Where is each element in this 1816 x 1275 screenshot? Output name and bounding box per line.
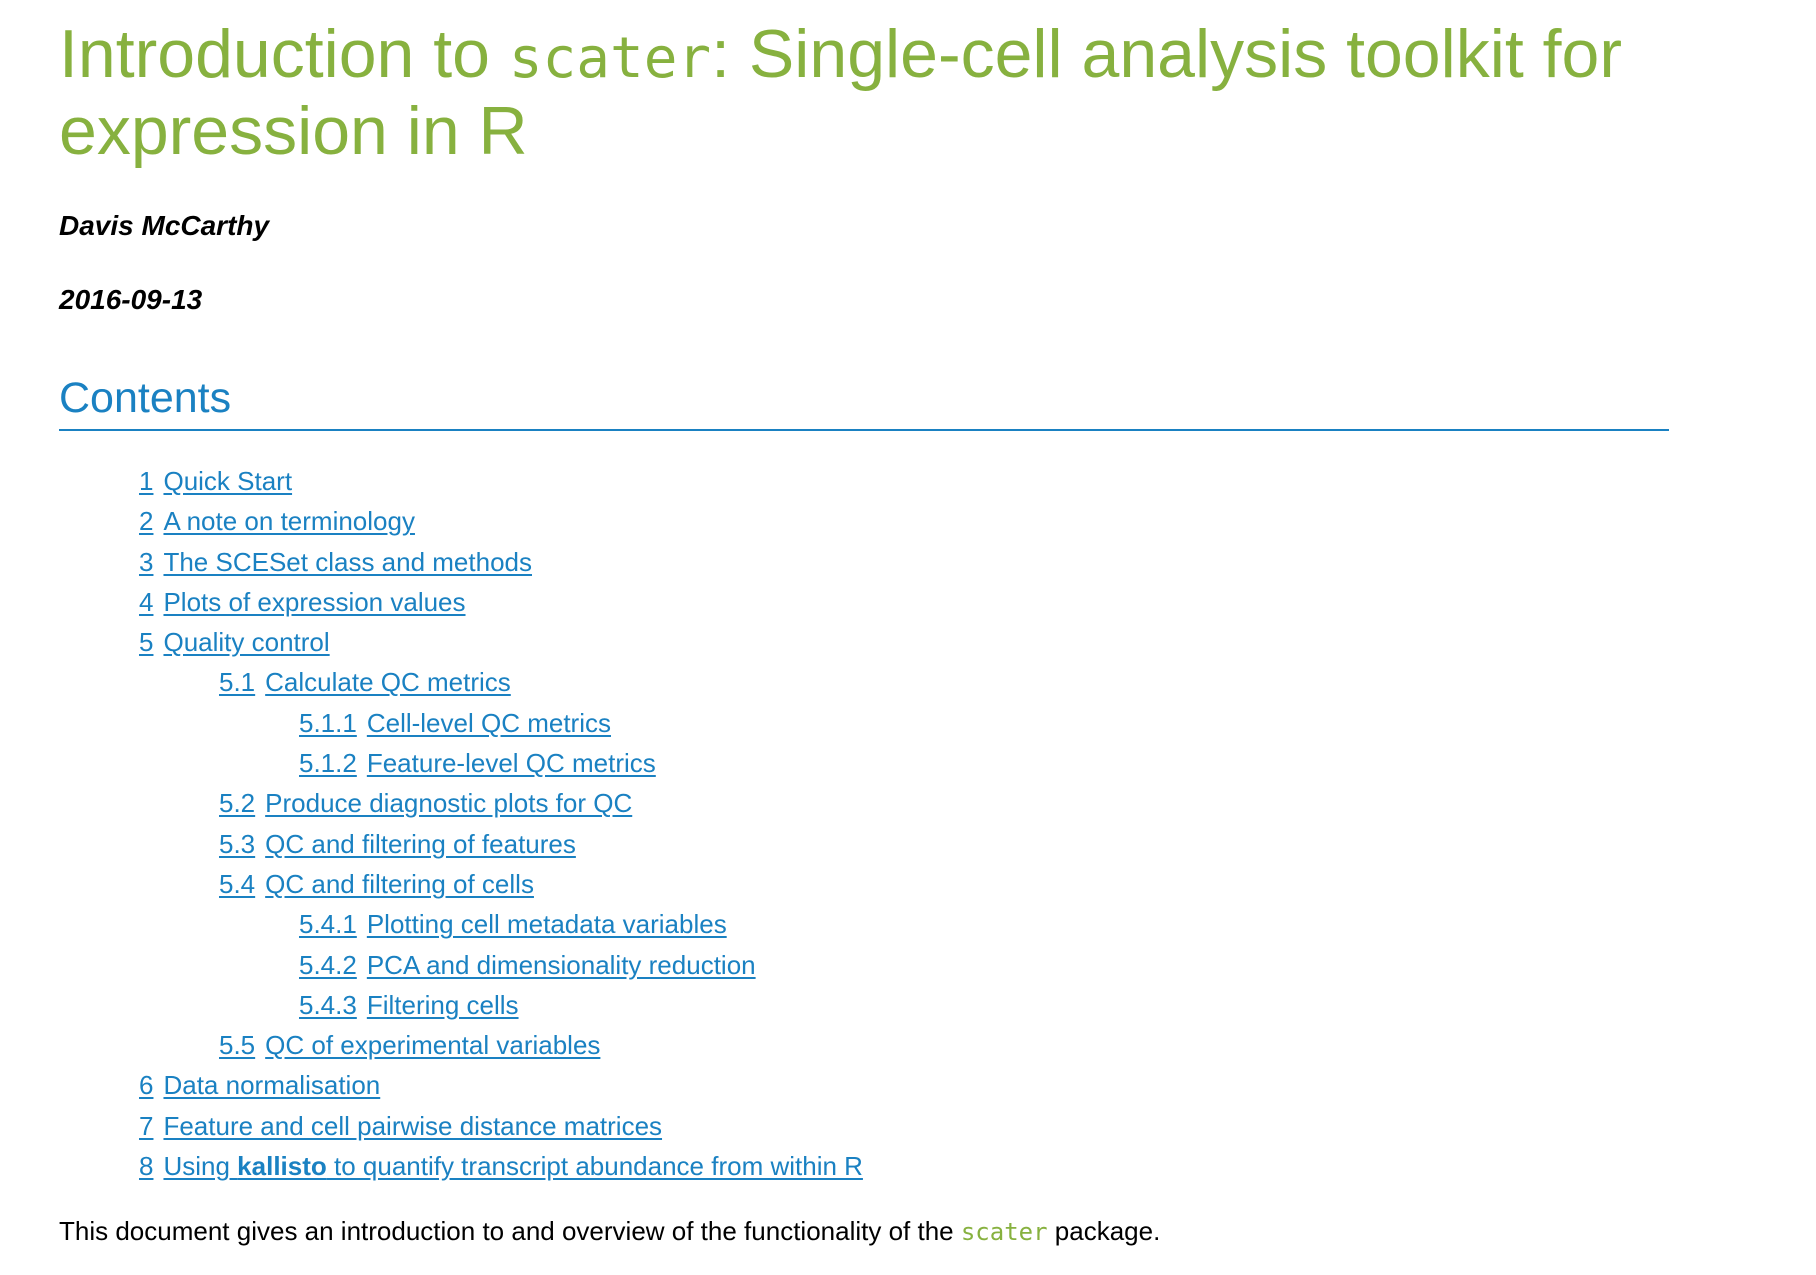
toc-label: Quality control — [163, 627, 330, 658]
toc-label: Plotting cell metadata variables — [366, 909, 727, 940]
toc-number: 5.1.1 — [299, 707, 357, 738]
author-name: Davis McCarthy — [59, 210, 270, 241]
toc-item: 6 Data normalisation — [59, 1065, 1679, 1105]
toc-label-before: Using — [163, 1151, 238, 1182]
toc-label: Feature-level QC metrics — [366, 748, 656, 779]
toc-link-5-1-1[interactable]: 5.1.1 Cell-level QC metrics — [299, 708, 611, 738]
toc-item: 2 A note on terminology — [59, 501, 1679, 541]
toc-link-5-3[interactable]: 5.3 QC and filtering of features — [219, 829, 576, 859]
toc-label: Data normalisation — [163, 1070, 381, 1101]
toc-link-5-2[interactable]: 5.2 Produce diagnostic plots for QC — [219, 788, 632, 818]
toc-number: 7 — [139, 1110, 154, 1141]
toc-number: 3 — [139, 546, 154, 577]
toc-link-8[interactable]: 8 Using kallisto to quantify transcript a… — [139, 1151, 863, 1181]
toc-number: 5.4.1 — [299, 909, 357, 940]
toc-label: Produce diagnostic plots for QC — [265, 788, 633, 819]
toc-item: 5.4.1 Plotting cell metadata variables — [59, 904, 1679, 944]
toc-label-bold: kallisto — [237, 1151, 327, 1182]
toc-number: 5 — [139, 627, 154, 658]
toc-item: 5.1 Calculate QC metrics — [59, 662, 1679, 702]
toc-number: 4 — [139, 586, 154, 617]
toc-link-6[interactable]: 6 Data normalisation — [139, 1070, 380, 1100]
toc-item: 5.4 QC and filtering of cells — [59, 864, 1679, 904]
table-of-contents: 1 Quick Start 2 A note on terminology 3 The S… — [59, 461, 1679, 1186]
toc-number: 5.3 — [219, 828, 256, 859]
toc-item: 5.5 QC of experimental variables — [59, 1025, 1679, 1065]
toc-number: 1 — [139, 466, 154, 496]
intro-text-after: package. — [1047, 1216, 1161, 1247]
title-text-part2: : Single-cell analysis toolkit for expre… — [59, 16, 1622, 169]
toc-label: Cell-level QC metrics — [366, 707, 611, 738]
toc-link-5-4-1[interactable]: 5.4.1 Plotting cell metadata variables — [299, 909, 727, 939]
title-code-scater: scater — [508, 26, 712, 91]
toc-link-2[interactable]: 2 A note on terminology — [139, 506, 415, 536]
toc-label: A note on terminology — [163, 506, 415, 537]
toc-link-1[interactable]: 1 Quick Start — [139, 466, 292, 496]
toc-label: QC and filtering of features — [265, 828, 576, 859]
intro-paragraph: This document gives an introduction to a… — [59, 1214, 1679, 1249]
toc-link-4[interactable]: 4 Plots of expression values — [139, 587, 466, 617]
toc-number: 5.5 — [219, 1030, 256, 1061]
toc-number: 6 — [139, 1070, 154, 1101]
toc-link-5-1-2[interactable]: 5.1.2 Feature-level QC metrics — [299, 748, 656, 778]
intro-text-before: This document gives an introduction to a… — [59, 1216, 961, 1247]
toc-number: 5.4.3 — [299, 989, 357, 1020]
toc-item: 5.3 QC and filtering of features — [59, 824, 1679, 864]
toc-label: The SCESet class and methods — [163, 546, 532, 577]
toc-label: Calculate QC metrics — [265, 667, 511, 698]
intro-code-scater: scater — [960, 1218, 1048, 1247]
toc-item: 5.4.3 Filtering cells — [59, 985, 1679, 1025]
document-date: 2016-09-13 — [59, 284, 203, 315]
toc-item: 1 Quick Start — [59, 461, 1679, 501]
toc-item: 7 Feature and cell pairwise distance matr… — [59, 1106, 1679, 1146]
toc-item: 5.4.2 PCA and dimensionality reduction — [59, 945, 1679, 985]
toc-link-7[interactable]: 7 Feature and cell pairwise distance matr… — [139, 1111, 662, 1141]
toc-number: 5.4 — [219, 868, 256, 899]
toc-number: 8 — [139, 1151, 154, 1182]
toc-label: Filtering cells — [366, 989, 519, 1020]
toc-link-5-4-3[interactable]: 5.4.3 Filtering cells — [299, 990, 519, 1020]
toc-link-5-4[interactable]: 5.4 QC and filtering of cells — [219, 869, 534, 899]
document-page: Introduction to scater: Single-cell anal… — [59, 0, 1679, 1275]
toc-item: 5.1.2 Feature-level QC metrics — [59, 743, 1679, 783]
toc-label: QC of experimental variables — [265, 1030, 601, 1061]
toc-item: 5.2 Produce diagnostic plots for QC — [59, 783, 1679, 823]
toc-link-5-4-2[interactable]: 5.4.2 PCA and dimensionality reduction — [299, 950, 756, 980]
contents-heading: Contents — [59, 373, 1669, 431]
toc-label: Plots of expression values — [163, 586, 466, 617]
toc-link-5-5[interactable]: 5.5 QC of experimental variables — [219, 1030, 600, 1060]
title-text-part1: Introduction to — [59, 16, 509, 92]
toc-number: 5.1.2 — [299, 748, 357, 779]
toc-number: 2 — [139, 506, 154, 537]
toc-item: 5 Quality control — [59, 622, 1679, 662]
toc-label: Quick Start — [163, 466, 293, 496]
toc-number: 5.4.2 — [299, 949, 357, 980]
toc-item: 3 The SCESet class and methods — [59, 542, 1679, 582]
toc-link-5[interactable]: 5 Quality control — [139, 627, 330, 657]
toc-number: 5.2 — [219, 788, 256, 819]
toc-label: PCA and dimensionality reduction — [366, 949, 756, 980]
toc-label: Feature and cell pairwise distance matri… — [163, 1110, 663, 1141]
toc-link-3[interactable]: 3 The SCESet class and methods — [139, 547, 532, 577]
toc-link-5-1[interactable]: 5.1 Calculate QC metrics — [219, 667, 511, 697]
toc-item: 8 Using kallisto to quantify transcript a… — [59, 1146, 1679, 1186]
document-title: Introduction to scater: Single-cell anal… — [59, 0, 1679, 167]
toc-label: QC and filtering of cells — [265, 868, 534, 899]
toc-item: 5.1.1 Cell-level QC metrics — [59, 703, 1679, 743]
toc-number: 5.1 — [219, 667, 256, 698]
toc-label-after: to quantify transcript abundance from wi… — [326, 1151, 863, 1182]
toc-item: 4 Plots of expression values — [59, 582, 1679, 622]
